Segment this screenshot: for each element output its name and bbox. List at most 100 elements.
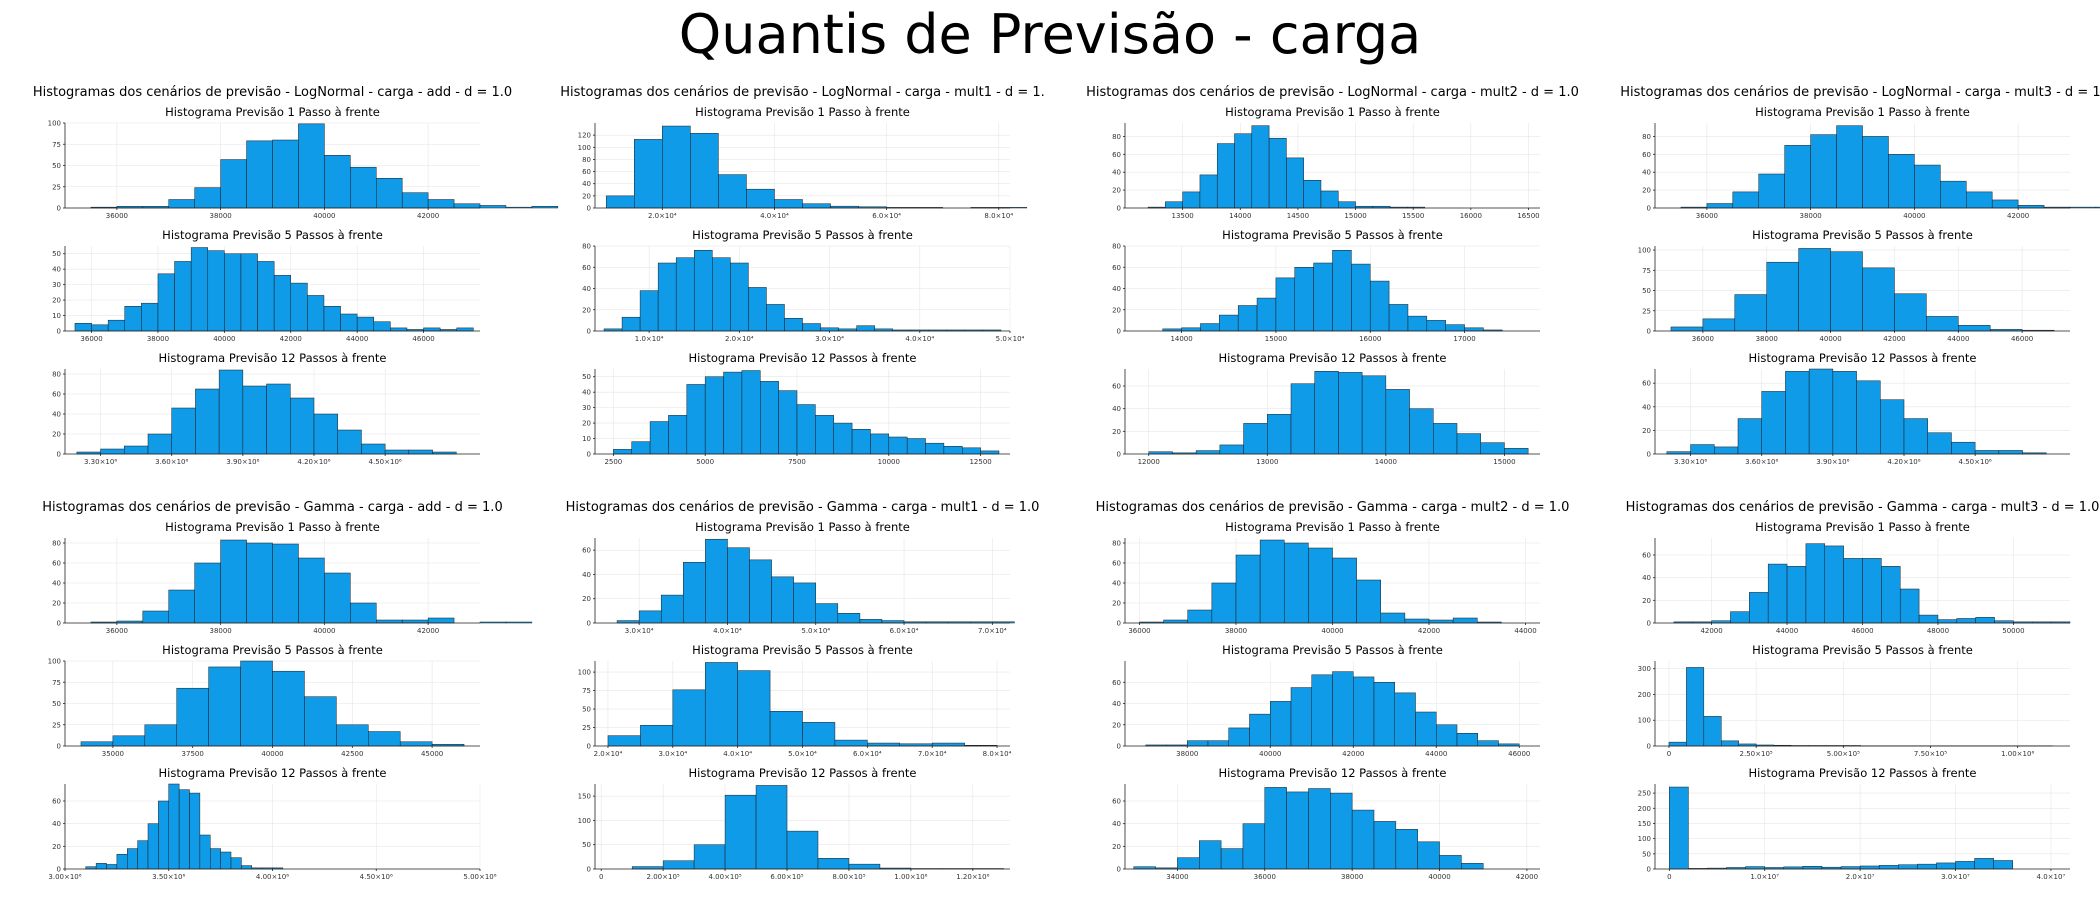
- histogram-bar: [1767, 563, 1788, 624]
- histogram-bar: [1311, 674, 1333, 747]
- x-tick-label: 15000: [1493, 458, 1515, 466]
- histogram-bar: [755, 785, 788, 870]
- histogram-bar: [1267, 414, 1292, 455]
- panel-title: Histogramas dos cenários de previsão - L…: [560, 85, 1045, 100]
- histogram-bar: [741, 370, 761, 455]
- histogram-bar: [657, 262, 677, 332]
- histogram-bar: [178, 789, 190, 870]
- y-tick-label: 0: [57, 743, 61, 751]
- panel-title: Histogramas dos cenários de previsão - G…: [566, 500, 1040, 515]
- histogram-bar: [1464, 327, 1484, 332]
- x-tick-label: 42000: [1700, 627, 1722, 635]
- y-tick-label: 60: [582, 264, 591, 272]
- x-tick-label: 0: [1667, 873, 1671, 881]
- histogram-bar: [107, 319, 126, 332]
- histogram-bar: [856, 325, 875, 332]
- histogram-bar: [1880, 399, 1905, 455]
- histogram-bar: [194, 187, 221, 209]
- histogram-bar: [859, 619, 883, 624]
- histogram-bar: [479, 621, 507, 624]
- histogram-bar: [423, 327, 441, 332]
- histogram-bar: [144, 724, 177, 747]
- histogram-panel: Histogramas dos cenários de previsão - L…: [1620, 85, 2100, 466]
- y-tick-label: 50: [582, 373, 591, 381]
- histogram-bar: [246, 542, 273, 624]
- histogram-bar: [127, 848, 138, 870]
- histogram-bar: [80, 741, 114, 747]
- histogram-bar: [1314, 371, 1339, 455]
- x-tick-label: 12000: [1138, 458, 1160, 466]
- histogram-bar: [639, 290, 659, 332]
- y-tick-label: 60: [1112, 151, 1121, 159]
- histogram-bar: [408, 449, 433, 455]
- histogram-bar: [106, 864, 118, 870]
- histogram-bar: [1721, 740, 1739, 747]
- histogram-bar: [531, 206, 559, 209]
- y-tick-label: 60: [52, 798, 61, 806]
- histogram-bar: [749, 559, 772, 624]
- histogram-bar: [1275, 277, 1296, 332]
- histogram-bar: [1749, 592, 1769, 624]
- histogram-bar: [390, 327, 408, 332]
- histogram-bar: [273, 275, 292, 332]
- histogram-bar: [171, 407, 196, 455]
- x-tick-label: 6.0×10⁴: [853, 750, 882, 758]
- y-tick-label: 80: [52, 371, 61, 379]
- y-tick-label: 20: [1112, 428, 1121, 436]
- subplot-title: Histograma Previsão 12 Passos à frente: [1749, 766, 1977, 780]
- histogram-bar: [640, 725, 674, 747]
- histogram-bar: [272, 670, 305, 747]
- x-tick-label: 44000: [1947, 335, 1969, 343]
- y-tick-label: 0: [1117, 328, 1121, 336]
- histogram-bar: [1898, 864, 1918, 870]
- x-tick-label: 3.50×10⁶: [152, 873, 185, 881]
- histogram-bar: [1974, 858, 1994, 870]
- histogram-bar: [1918, 614, 1939, 624]
- histogram-bar: [376, 619, 403, 624]
- histogram-subplot: Histograma Previsão 12 Passos à frente 0 5…: [1638, 766, 2070, 881]
- y-tick-label: 25: [582, 724, 591, 732]
- histogram-bar: [649, 421, 669, 455]
- y-tick-label: 50: [582, 706, 591, 714]
- histogram-bar: [1888, 154, 1915, 209]
- y-tick-label: 40: [1112, 700, 1121, 708]
- x-tick-label: 40000: [213, 335, 235, 343]
- x-tick-label: 36000: [80, 335, 102, 343]
- histogram-bar: [638, 610, 662, 624]
- histogram-bar: [778, 390, 798, 455]
- subplot-title: Histograma Previsão 1 Passo à frente: [165, 105, 380, 119]
- histogram-bar: [350, 602, 377, 624]
- histogram-bar: [194, 562, 221, 624]
- histogram-bar: [1207, 740, 1229, 747]
- y-tick-label: 20: [1642, 427, 1651, 435]
- histogram-bar: [796, 404, 816, 455]
- histogram-subplot: Histograma Previsão 5 Passos à frente 0 20…: [582, 228, 1024, 343]
- x-tick-label: 4.00×10⁶: [256, 873, 289, 881]
- histogram-bar: [1220, 848, 1244, 870]
- histogram-bar: [384, 449, 410, 455]
- histogram-bar: [100, 448, 125, 455]
- histogram-bar: [337, 429, 362, 455]
- x-tick-label: 38000: [1799, 212, 1821, 220]
- y-tick-label: 40: [582, 389, 591, 397]
- y-tick-label: 40: [52, 820, 61, 828]
- y-tick-label: 20: [582, 420, 591, 428]
- histogram-bar: [1237, 305, 1258, 332]
- histogram-bar: [1351, 263, 1371, 332]
- histogram-bar: [208, 666, 241, 747]
- histogram-bar: [350, 166, 377, 209]
- subplot-title: Histograma Previsão 12 Passos à frente: [1219, 351, 1447, 365]
- histogram-bar: [1966, 191, 1993, 209]
- histogram-bar: [931, 742, 965, 747]
- histogram-bar: [704, 376, 724, 455]
- histogram-bar: [224, 253, 242, 332]
- x-tick-label: 12500: [969, 458, 991, 466]
- y-tick-label: 40: [1642, 169, 1651, 177]
- histogram-bar: [505, 621, 533, 624]
- y-tick-label: 20: [582, 595, 591, 603]
- histogram-subplot: Histograma Previsão 5 Passos à frente 0 20…: [1112, 228, 1540, 343]
- histogram-bar: [1702, 318, 1736, 332]
- histogram-bar: [141, 302, 159, 332]
- histogram-bar: [634, 139, 663, 209]
- histogram-bar: [802, 722, 836, 747]
